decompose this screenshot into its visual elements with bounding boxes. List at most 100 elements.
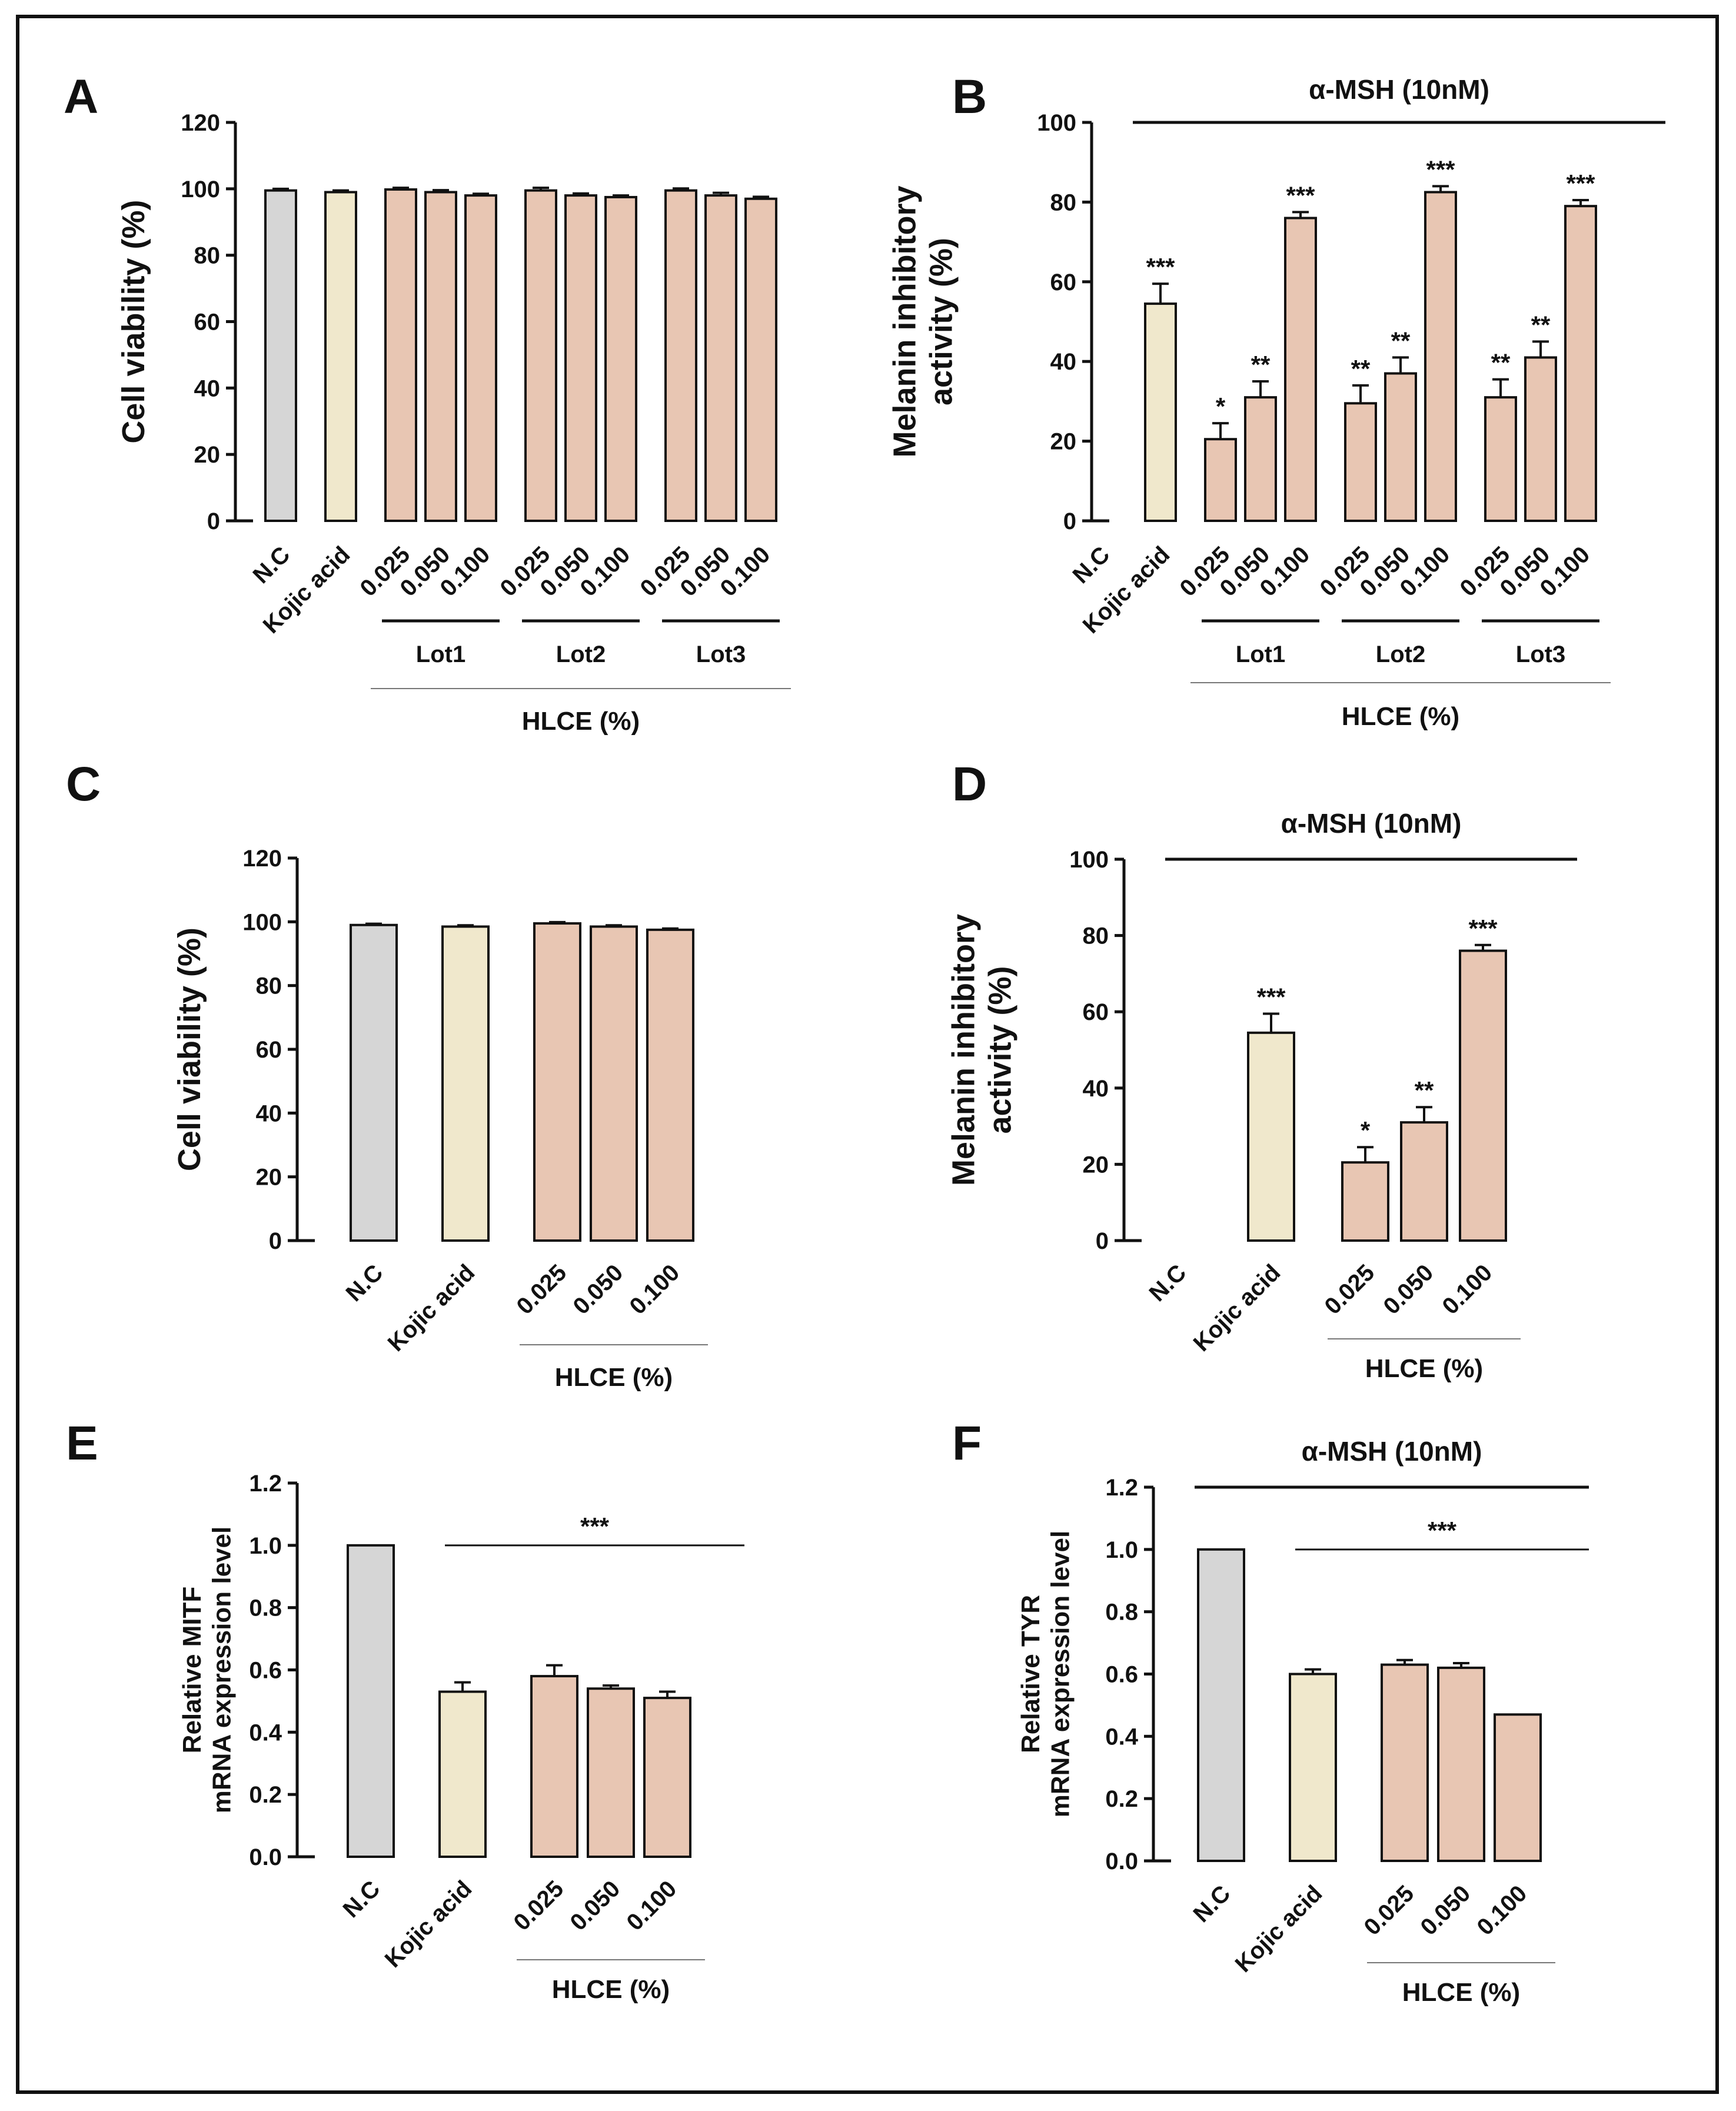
bar-hlce: [1494, 1713, 1542, 1863]
condition-label: α-MSH (10nM): [1302, 1436, 1482, 1467]
bar-nc: [347, 1544, 395, 1858]
significance-label: ***: [1146, 253, 1175, 281]
y-tick-label: 0.8: [1105, 1600, 1138, 1625]
bar-hlce: [1384, 372, 1417, 523]
y-tick-label: 0: [269, 1228, 282, 1254]
bar-nc: [1197, 1548, 1245, 1862]
condition-label: α-MSH (10nM): [1281, 808, 1462, 839]
panel-letter: D: [952, 757, 987, 811]
y-tick-label: 20: [256, 1165, 282, 1191]
bar-hlce: [1524, 356, 1557, 522]
panel-letter: E: [66, 1417, 98, 1470]
significance-line-label: ***: [1428, 1517, 1457, 1544]
y-tick-label: 0.8: [249, 1595, 282, 1621]
group-label: Lot2: [556, 641, 606, 667]
y-tick-label: 80: [256, 973, 282, 999]
bar-hlce: [704, 194, 737, 523]
bar-hlce: [1284, 217, 1317, 523]
y-tick-label: 0: [1063, 508, 1076, 534]
bar-hlce: [587, 1687, 635, 1858]
x-axis-label: HLCE (%): [1342, 702, 1459, 731]
significance-label: *: [1361, 1116, 1371, 1144]
y-tick-label: 1.2: [1105, 1475, 1138, 1501]
bar-hlce: [464, 194, 497, 523]
group-label: Lot1: [1236, 641, 1285, 667]
bar-hlce: [530, 1675, 578, 1858]
bar-kojic: [1289, 1673, 1337, 1862]
x-axis-label: HLCE (%): [522, 707, 640, 736]
group-label: Lot3: [696, 641, 746, 667]
bar-hlce: [564, 194, 597, 523]
bar-hlce: [1204, 438, 1237, 523]
y-tick-label: 120: [242, 846, 282, 872]
y-tick-label: 0.0: [1105, 1849, 1138, 1874]
bar-hlce: [646, 928, 694, 1242]
bar-hlce: [1344, 402, 1377, 522]
y-tick-label: 0: [1096, 1228, 1109, 1254]
bar-hlce: [1244, 396, 1277, 522]
y-tick-label: 20: [1083, 1152, 1109, 1178]
bar-hlce: [533, 922, 581, 1242]
bar-hlce: [590, 925, 638, 1242]
y-axis-label: Melanin inhibitoryactivity (%): [887, 185, 959, 457]
y-tick-label: 80: [194, 243, 221, 269]
bar-hlce: [604, 195, 637, 522]
y-tick-label: 20: [194, 442, 221, 468]
bar-hlce: [1381, 1663, 1429, 1862]
panel-letter: A: [64, 70, 98, 124]
y-tick-label: 0.0: [249, 1844, 282, 1870]
panel-d: D 0 20 40 60 80 100 Melanin inhibitoryactivity …: [946, 757, 1577, 1383]
significance-label: **: [1251, 351, 1271, 378]
y-tick-label: 0.6: [1105, 1662, 1138, 1688]
bar-hlce: [384, 188, 417, 522]
bar-hlce: [643, 1697, 691, 1858]
significance-label: **: [1531, 311, 1551, 338]
group-label: Lot1: [416, 641, 465, 667]
y-tick-label: 80: [1050, 190, 1077, 215]
x-axis-label: HLCE (%): [555, 1363, 673, 1392]
y-tick-label: 1.2: [249, 1471, 282, 1497]
y-tick-label: 100: [181, 177, 220, 202]
significance-label: ***: [1426, 155, 1455, 183]
x-axis-label: HLCE (%): [1365, 1354, 1483, 1383]
significance-label: **: [1415, 1076, 1434, 1104]
y-tick-label: 0.2: [249, 1782, 282, 1808]
y-tick-label: 0.6: [249, 1658, 282, 1684]
panel-letter: F: [952, 1417, 982, 1470]
y-tick-label: 60: [1050, 270, 1077, 295]
significance-label: **: [1351, 355, 1371, 383]
bar-hlce: [1564, 205, 1597, 523]
x-axis-label: HLCE (%): [552, 1975, 670, 2004]
bar-hlce: [424, 191, 457, 523]
y-tick-label: 40: [256, 1101, 282, 1126]
y-tick-label: 40: [194, 375, 221, 401]
bar-hlce: [1341, 1161, 1389, 1242]
condition-label: α-MSH (10nM): [1309, 74, 1489, 105]
panel-letter: B: [952, 70, 987, 124]
bar-nc: [350, 923, 398, 1242]
significance-label: *: [1216, 393, 1226, 420]
y-tick-label: 60: [1083, 999, 1109, 1025]
y-tick-label: 0.4: [1105, 1724, 1138, 1750]
y-tick-label: 0.2: [1105, 1786, 1138, 1812]
y-tick-label: 120: [181, 110, 220, 136]
y-axis-label: Cell viability (%): [172, 927, 207, 1171]
significance-label: ***: [1256, 983, 1286, 1010]
y-tick-label: 100: [1069, 847, 1109, 873]
y-axis-label: Relative MITFmRNA expression level: [178, 1527, 237, 1813]
bar-kojic: [1247, 1031, 1295, 1242]
y-tick-label: 40: [1050, 349, 1077, 375]
bar-nc: [264, 189, 297, 522]
bar-hlce: [664, 189, 697, 522]
y-tick-label: 0.4: [249, 1720, 282, 1746]
bar-hlce: [1437, 1666, 1485, 1863]
y-tick-label: 100: [242, 909, 282, 935]
y-tick-label: 1.0: [249, 1533, 282, 1559]
bar-hlce: [1400, 1121, 1448, 1242]
significance-label: ***: [1566, 169, 1595, 197]
bar-kojic: [438, 1690, 487, 1859]
group-label: Lot2: [1376, 641, 1425, 667]
bar-kojic: [324, 191, 357, 523]
